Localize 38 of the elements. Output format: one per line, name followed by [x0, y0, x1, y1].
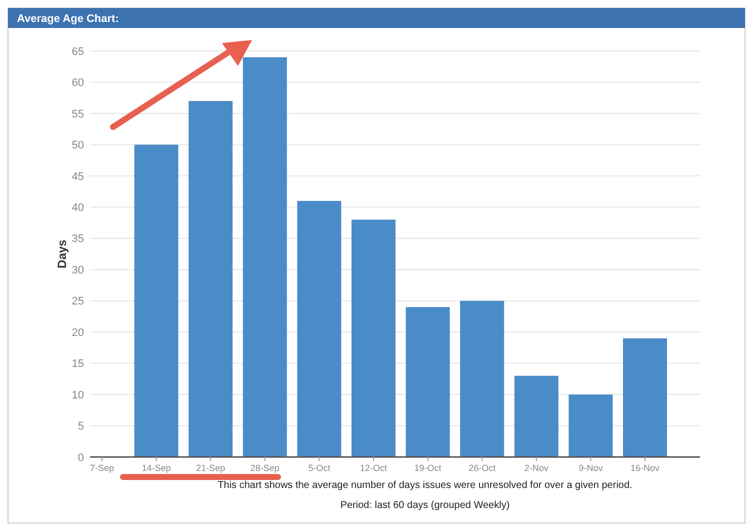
y-tick-label: 45: [72, 170, 84, 183]
y-tick-label: 30: [72, 264, 84, 276]
x-tick-label: 9-Nov: [578, 463, 604, 474]
text: Period: last 60 days (grouped Weekly): [340, 500, 510, 511]
x-tick-label: 16-Nov: [630, 463, 660, 474]
chart-title: Average Age Chart:: [17, 13, 119, 25]
y-tick-label: 15: [72, 358, 84, 370]
bar: [134, 144, 178, 457]
bar: [460, 300, 504, 457]
x-tick-label: 14-Sep: [142, 463, 171, 474]
bar: [406, 307, 450, 457]
text: This chart shows the average number of days issues were unresolved for over a given period.: [218, 480, 632, 491]
x-tick-label: 7-Sep: [90, 463, 114, 474]
y-tick-label: 35: [72, 233, 84, 246]
x-tick-label: 12-Oct: [360, 463, 388, 474]
y-tick-label: 5: [78, 420, 84, 433]
y-tick-label: 10: [72, 389, 84, 402]
y-tick-label: 50: [72, 140, 84, 152]
x-tick-label: 28-Sep: [250, 463, 280, 474]
bar: [568, 394, 613, 457]
bar: [514, 376, 558, 457]
x-tick-label: 5-Oct: [308, 463, 331, 474]
x-tick-label: 2-Nov: [524, 463, 549, 474]
y-axis-title: Days: [55, 239, 69, 268]
y-tick-label: 25: [72, 296, 84, 308]
bar: [242, 57, 287, 457]
y-tick-label: 20: [72, 326, 84, 339]
bar: [623, 338, 667, 457]
x-tick-label: 19-Oct: [414, 463, 442, 474]
bar: [352, 220, 396, 457]
y-tick-label: 65: [72, 46, 84, 58]
bar: [297, 200, 342, 457]
y-tick-label: 55: [72, 108, 84, 120]
y-tick-label: 0: [78, 452, 84, 464]
x-tick-label: 26-Oct: [468, 463, 496, 474]
x-tick-label: 21-Sep: [196, 463, 226, 474]
y-tick-label: 40: [72, 202, 84, 214]
y-tick-label: 60: [72, 77, 84, 90]
